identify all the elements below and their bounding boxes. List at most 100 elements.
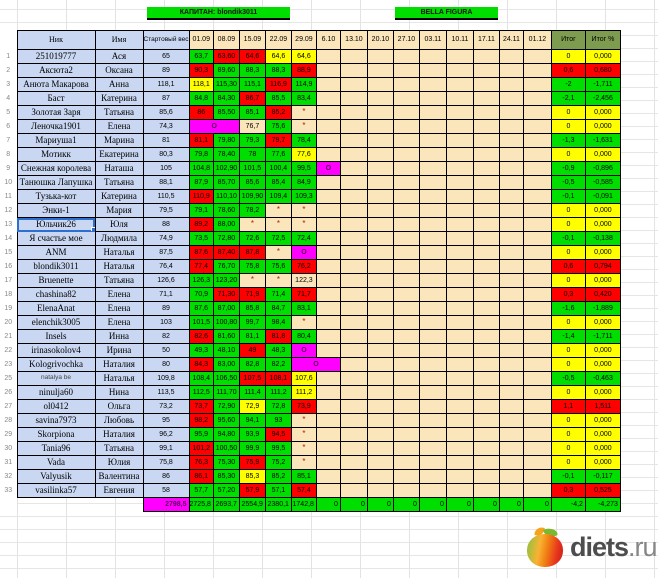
nick-cell[interactable]: ol0412	[16, 399, 96, 414]
value-cell[interactable]: 87,8	[238, 245, 266, 260]
value-cell[interactable]	[366, 77, 394, 92]
value-cell[interactable]	[418, 483, 447, 498]
nick-cell[interactable]: Tania96	[16, 441, 96, 456]
nick-cell[interactable]: Я счастье мое	[16, 231, 96, 246]
value-cell[interactable]: 88,3	[264, 63, 292, 78]
nick-cell[interactable]: Kologrivochka	[16, 357, 96, 372]
nick-cell[interactable]: natalya be	[16, 371, 96, 386]
value-cell[interactable]: 101,5	[188, 315, 214, 330]
value-cell[interactable]	[392, 399, 420, 414]
value-cell[interactable]: 87,00	[212, 301, 240, 316]
value-cell[interactable]: 73,9	[290, 399, 317, 414]
value-cell[interactable]	[366, 245, 394, 260]
value-cell[interactable]	[315, 329, 341, 344]
value-cell[interactable]: 110,9	[188, 189, 214, 204]
value-cell[interactable]: 88,9	[290, 63, 317, 78]
value-cell[interactable]: 48,3	[264, 343, 292, 358]
itog-cell[interactable]: 0	[550, 441, 586, 456]
nick-cell[interactable]: Bruenette	[16, 273, 96, 288]
value-cell[interactable]	[445, 77, 474, 92]
value-cell[interactable]: *	[264, 203, 292, 218]
name-cell[interactable]: Наталия	[94, 427, 144, 442]
value-cell[interactable]	[522, 385, 552, 400]
value-cell[interactable]	[339, 49, 368, 64]
selected-nick-cell[interactable]: Юльчик26	[16, 217, 96, 232]
value-cell[interactable]: 79,1	[188, 203, 214, 218]
itog-cell[interactable]: 0,3	[550, 483, 586, 498]
value-cell[interactable]: 108,4	[188, 371, 214, 386]
value-cell[interactable]: 118,1	[188, 77, 214, 92]
value-cell[interactable]	[392, 91, 420, 106]
corner-cell[interactable]	[0, 30, 17, 50]
value-cell[interactable]	[418, 161, 447, 176]
value-cell[interactable]	[339, 343, 368, 358]
value-cell[interactable]	[498, 91, 524, 106]
value-cell[interactable]: 104,8	[188, 161, 214, 176]
value-cell[interactable]: О	[290, 357, 341, 372]
value-cell[interactable]	[392, 441, 420, 456]
value-cell[interactable]: 122,3	[290, 273, 317, 288]
itog-cell[interactable]: 0	[550, 357, 586, 372]
row-number[interactable]: 4	[0, 91, 17, 106]
totals-cell[interactable]: 0	[392, 497, 420, 512]
value-cell[interactable]: 77,6	[264, 147, 292, 162]
value-cell[interactable]	[392, 483, 420, 498]
value-cell[interactable]: 86,7	[238, 91, 266, 106]
itog-pct-cell[interactable]: 0,000	[584, 427, 621, 442]
value-cell[interactable]: 57,7	[188, 483, 214, 498]
nick-cell[interactable]: elenchik3005	[16, 315, 96, 330]
value-cell[interactable]	[472, 63, 500, 78]
value-cell[interactable]: 100,50	[212, 441, 240, 456]
itog-pct-cell[interactable]: 0,000	[584, 413, 621, 428]
start-weight-cell[interactable]: 75,8	[142, 455, 190, 470]
value-cell[interactable]	[418, 217, 447, 232]
row-number[interactable]: 32	[0, 469, 17, 484]
value-cell[interactable]: 80,4	[290, 329, 317, 344]
value-cell[interactable]: 84,9	[290, 175, 317, 190]
value-cell[interactable]	[418, 287, 447, 302]
value-cell[interactable]	[418, 469, 447, 484]
itog-cell[interactable]: 0	[550, 315, 586, 330]
value-cell[interactable]	[522, 441, 552, 456]
value-cell[interactable]	[339, 77, 368, 92]
value-cell[interactable]	[445, 133, 474, 148]
value-cell[interactable]	[392, 161, 420, 176]
column-header[interactable]: Стартовый вес	[142, 30, 190, 50]
value-cell[interactable]	[339, 371, 368, 386]
value-cell[interactable]	[498, 49, 524, 64]
value-cell[interactable]	[392, 133, 420, 148]
value-cell[interactable]: 72,5	[264, 231, 292, 246]
value-cell[interactable]: 49,3	[188, 343, 214, 358]
value-cell[interactable]: 90,3	[188, 63, 214, 78]
value-cell[interactable]	[522, 49, 552, 64]
value-cell[interactable]	[522, 119, 552, 134]
value-cell[interactable]	[315, 469, 341, 484]
value-cell[interactable]: 57,1	[264, 483, 292, 498]
start-weight-cell[interactable]: 79,5	[142, 203, 190, 218]
start-weight-cell[interactable]: 89	[142, 301, 190, 316]
value-cell[interactable]	[498, 63, 524, 78]
value-cell[interactable]: 76,7	[238, 119, 266, 134]
value-cell[interactable]	[498, 469, 524, 484]
start-weight-cell[interactable]: 113,5	[142, 385, 190, 400]
value-cell[interactable]: 82,2	[264, 357, 292, 372]
nick-cell[interactable]: Мотикк	[16, 147, 96, 162]
value-cell[interactable]	[392, 105, 420, 120]
value-cell[interactable]	[472, 301, 500, 316]
value-cell[interactable]	[472, 231, 500, 246]
value-cell[interactable]	[445, 231, 474, 246]
itog-cell[interactable]: -1,3	[550, 133, 586, 148]
itog-pct-cell[interactable]: 0,000	[584, 217, 621, 232]
value-cell[interactable]	[392, 343, 420, 358]
value-cell[interactable]: 82,8	[238, 357, 266, 372]
value-cell[interactable]	[315, 49, 341, 64]
value-cell[interactable]	[392, 385, 420, 400]
value-cell[interactable]: 79,8	[188, 147, 214, 162]
itog-cell[interactable]: -1,6	[550, 301, 586, 316]
value-cell[interactable]	[498, 133, 524, 148]
row-number[interactable]: 25	[0, 371, 17, 386]
value-cell[interactable]: 64,6	[238, 49, 266, 64]
value-cell[interactable]	[366, 469, 394, 484]
name-cell[interactable]: Наталья	[94, 245, 144, 260]
value-cell[interactable]	[445, 427, 474, 442]
